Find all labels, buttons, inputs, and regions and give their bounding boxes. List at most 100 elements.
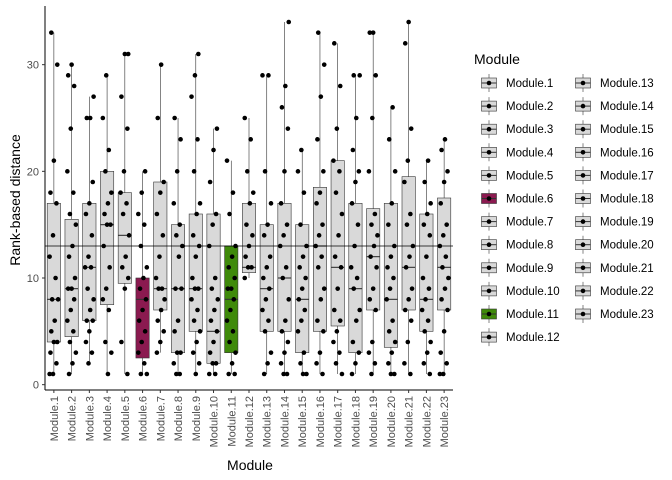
data-point bbox=[142, 169, 148, 174]
data-point bbox=[83, 339, 89, 345]
box bbox=[419, 213, 434, 332]
data-points bbox=[136, 169, 150, 377]
legend-key-point bbox=[580, 219, 586, 224]
data-points bbox=[437, 137, 451, 377]
data-point bbox=[224, 158, 230, 163]
data-point bbox=[424, 254, 429, 259]
data-point bbox=[100, 115, 106, 121]
legend-key-point bbox=[580, 311, 586, 317]
legend-label: Module.9 bbox=[506, 263, 553, 275]
data-point bbox=[337, 169, 342, 174]
data-point bbox=[355, 222, 361, 227]
data-point bbox=[211, 147, 216, 153]
data-point bbox=[408, 126, 414, 131]
box-group-module-16 bbox=[313, 30, 327, 377]
box-group-module-21 bbox=[401, 19, 416, 377]
legend-label: Module.21 bbox=[600, 263, 654, 275]
data-point bbox=[424, 211, 430, 217]
data-point bbox=[139, 190, 145, 195]
legend-key-point bbox=[580, 103, 586, 109]
data-points bbox=[348, 73, 362, 377]
data-point bbox=[335, 286, 340, 291]
data-point bbox=[144, 265, 150, 270]
data-point bbox=[90, 179, 96, 185]
data-point bbox=[174, 169, 180, 174]
data-point bbox=[125, 371, 130, 377]
data-point bbox=[242, 275, 248, 281]
data-point bbox=[233, 350, 238, 355]
data-point bbox=[426, 286, 432, 291]
data-point bbox=[192, 73, 198, 78]
legend-item: Module.21 bbox=[575, 258, 654, 277]
box-group-module-12 bbox=[242, 115, 256, 281]
data-point bbox=[439, 297, 444, 302]
data-point bbox=[67, 339, 73, 345]
data-point bbox=[302, 307, 308, 313]
legend-key-point bbox=[580, 150, 586, 155]
data-point bbox=[156, 286, 161, 291]
legend: Module Module.1 Module.2 Module.3 Module.4 M… bbox=[474, 51, 654, 347]
data-point bbox=[297, 265, 302, 270]
x-axis-title: Module bbox=[227, 457, 273, 473]
data-point bbox=[404, 222, 410, 227]
data-point bbox=[108, 222, 113, 227]
data-point bbox=[212, 275, 218, 281]
data-point bbox=[70, 361, 75, 366]
data-point bbox=[354, 275, 360, 281]
data-point bbox=[421, 222, 427, 227]
data-point bbox=[51, 339, 57, 345]
data-point bbox=[334, 329, 340, 334]
legend-label: Module.2 bbox=[506, 101, 553, 113]
legend-label: Module.16 bbox=[600, 147, 654, 159]
data-point bbox=[444, 222, 449, 227]
data-point bbox=[261, 233, 267, 238]
legend-item: Module.14 bbox=[575, 97, 654, 116]
data-point bbox=[424, 350, 430, 355]
data-point bbox=[440, 265, 445, 270]
data-point bbox=[321, 329, 326, 334]
data-point bbox=[191, 169, 197, 174]
data-point bbox=[315, 30, 321, 35]
data-point bbox=[85, 286, 90, 291]
legend-key-point bbox=[580, 265, 586, 271]
legend-label: Module.22 bbox=[600, 286, 654, 298]
data-point bbox=[243, 254, 248, 259]
data-point bbox=[49, 30, 54, 35]
data-point bbox=[440, 233, 446, 238]
data-point bbox=[261, 371, 267, 377]
box-group-module-20 bbox=[383, 105, 398, 377]
legend-key-point bbox=[580, 80, 586, 86]
x-tick-label: Module.4 bbox=[102, 396, 114, 441]
data-point bbox=[303, 275, 308, 281]
legend-item: Module.5 bbox=[481, 166, 553, 185]
data-point bbox=[141, 222, 147, 227]
data-point bbox=[337, 83, 343, 89]
data-point bbox=[136, 350, 141, 355]
y-tick-label: 10 bbox=[27, 273, 39, 285]
data-point bbox=[353, 361, 358, 366]
data-points bbox=[153, 62, 167, 355]
data-point bbox=[160, 233, 166, 238]
data-point bbox=[158, 339, 163, 345]
data-point bbox=[153, 275, 159, 281]
data-point bbox=[301, 350, 307, 355]
data-point bbox=[280, 275, 286, 281]
data-point bbox=[138, 371, 144, 377]
data-point bbox=[103, 339, 108, 345]
data-point bbox=[298, 361, 303, 366]
data-point bbox=[140, 307, 145, 313]
legend-item: Module.17 bbox=[575, 166, 654, 185]
data-point bbox=[190, 275, 195, 281]
data-point bbox=[227, 211, 232, 217]
legend-item: Module.22 bbox=[575, 281, 654, 300]
data-point bbox=[232, 275, 237, 281]
legend-key-point bbox=[580, 173, 586, 178]
data-point bbox=[142, 329, 148, 334]
data-point bbox=[420, 275, 426, 281]
data-point bbox=[357, 73, 362, 78]
legend-label: Module.7 bbox=[506, 217, 553, 229]
data-point bbox=[299, 318, 304, 323]
data-point bbox=[409, 286, 415, 291]
data-point bbox=[283, 83, 288, 89]
legend-label: Module.11 bbox=[506, 309, 559, 321]
